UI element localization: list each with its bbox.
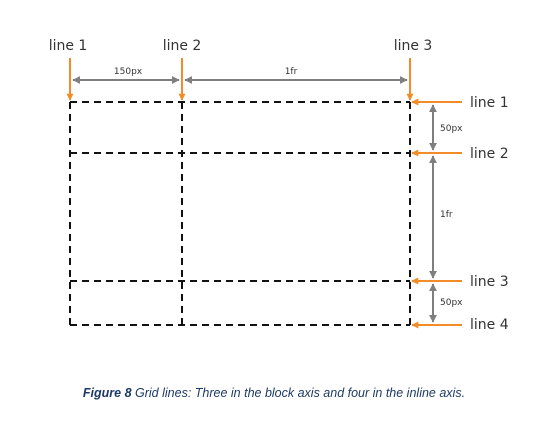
grid-outline [69, 101, 411, 326]
row-1-size: 50px [440, 124, 463, 134]
row-3-size: 50px [440, 298, 463, 308]
column-pointers [66, 58, 414, 101]
figure-caption: Figure 8 Grid lines: Three in the block … [0, 386, 548, 400]
row-2-size: 1fr [440, 210, 453, 220]
figure-number: Figure 8 [82, 386, 132, 400]
column-2-size: 1fr [285, 67, 298, 77]
row-line-1-label: line 1 [470, 95, 509, 111]
column-line-3-label: line 3 [394, 38, 433, 54]
row-line-3-label: line 3 [470, 274, 509, 290]
row-line-4-label: line 4 [470, 317, 509, 333]
column-line-2-label: line 2 [163, 38, 202, 54]
column-1-size: 150px [114, 67, 143, 77]
column-line-1-label: line 1 [49, 38, 88, 54]
row-line-2-label: line 2 [470, 146, 509, 162]
caption-text: Grid lines: Three in the block axis and … [131, 386, 466, 400]
row-pointers [411, 98, 462, 329]
